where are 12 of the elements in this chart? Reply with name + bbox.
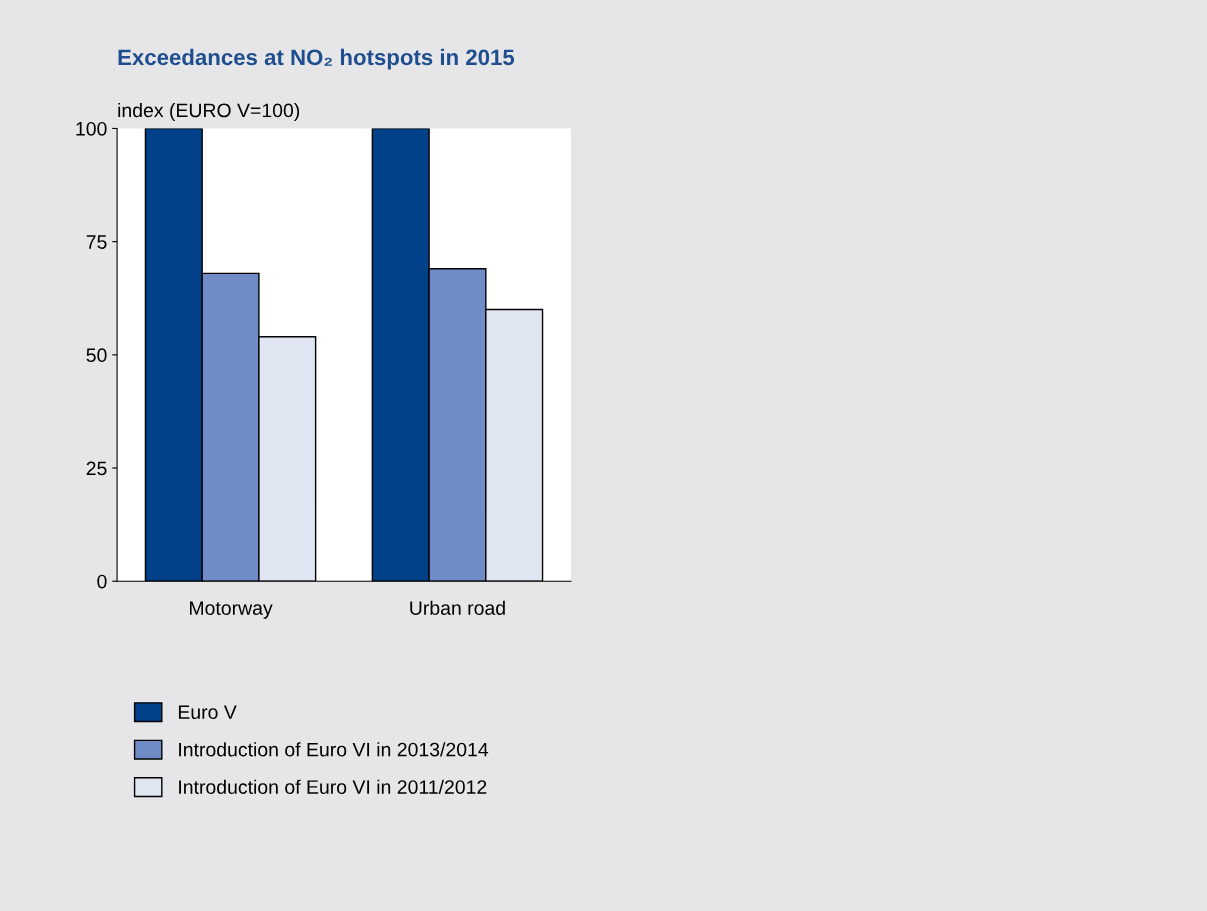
y-tick-label: 50 <box>86 348 107 363</box>
legend-label: Introduction of Euro VI in 2011/2012 <box>179 779 487 794</box>
legend-label: Euro V <box>178 705 237 719</box>
y-tick-label: 0 <box>97 574 107 589</box>
chart-title: Exceedances at NO₂ hotspots in 2015 <box>118 48 515 70</box>
y-tick-label: 100 <box>76 121 107 136</box>
legend-label: Introduction of Euro VI in 2013/2014 <box>179 742 489 757</box>
y-tick-label: 75 <box>86 235 107 249</box>
y-tick-label: 25 <box>86 461 107 476</box>
x-tick-label: Urban road <box>410 600 505 615</box>
x-tick-label: Motorway <box>189 601 273 619</box>
y-axis-title: index (EURO V=100) <box>118 102 300 122</box>
